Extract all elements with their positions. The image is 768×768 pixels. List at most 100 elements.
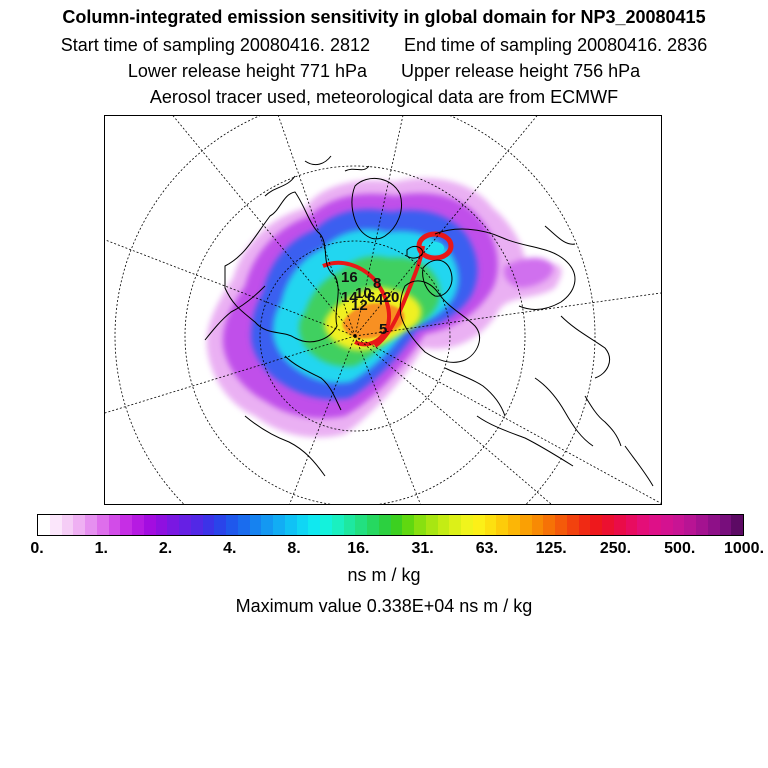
map-panel: 16 14 12 10 8 6 4 2 0 5 — [104, 115, 662, 505]
colorbar-segment — [637, 515, 649, 535]
plume-label: 14 — [341, 289, 358, 306]
sensitivity-map: 16 14 12 10 8 6 4 2 0 5 — [105, 116, 661, 504]
colorbar-segment — [214, 515, 226, 535]
colorbar-segment — [590, 515, 602, 535]
coast-siberia — [434, 228, 576, 310]
colorbar-segment — [414, 515, 426, 535]
coast-europe — [399, 280, 480, 363]
colorbar-segment — [85, 515, 97, 535]
colorbar-segment — [190, 515, 203, 535]
colorbar-tick-label: 63. — [475, 540, 499, 557]
meridian — [354, 116, 538, 337]
colorbar-segment — [425, 515, 438, 535]
plume-label: 10 — [355, 285, 372, 302]
colorbar-segment — [461, 515, 473, 535]
end-time-text: End time of sampling 20080416. 2836 — [403, 35, 708, 55]
colorbar-tick-label: 1. — [94, 540, 108, 557]
latitude-circle-outer — [114, 116, 596, 504]
colorbar-tick-label: 0. — [30, 540, 44, 557]
plume-labels: 16 14 12 10 8 6 4 2 0 5 — [341, 269, 399, 338]
colorbar-segment — [155, 515, 168, 535]
maximum-value-text: Maximum value 0.338E+04 ns m / kg — [235, 596, 533, 616]
colorbar-units: ns m / kg — [347, 565, 421, 585]
plume-label: 5 — [379, 321, 387, 338]
coast-africa-north — [476, 415, 574, 467]
plume-label: 0 — [391, 289, 399, 306]
colorbar-segment — [613, 515, 626, 535]
colorbar-tick-label: 2. — [158, 540, 173, 557]
coast-hudson — [284, 355, 342, 411]
colorbar-tick-label: 250. — [599, 540, 632, 557]
colorbar-tick-label: 125. — [535, 540, 567, 557]
colorbar-segment — [449, 515, 461, 535]
colorbar-segment — [273, 515, 285, 535]
colorbar-segment — [49, 515, 62, 535]
colorbar-segment — [284, 515, 297, 535]
colorbar-segment — [472, 515, 485, 535]
meridian — [354, 335, 421, 504]
coast-iceland — [406, 245, 424, 259]
plume-label: 8 — [373, 275, 381, 292]
plume-label: 4 — [375, 291, 384, 308]
colorbar-segment — [707, 515, 720, 535]
plume-label: 16 — [341, 269, 358, 286]
colorbar-segment — [731, 515, 743, 535]
field-red-streak — [322, 260, 392, 347]
colorbar-tick-label: 31. — [411, 540, 434, 557]
colorbar-segment — [390, 515, 403, 535]
colorbar-segment — [73, 515, 85, 535]
colorbar-segment — [555, 515, 567, 535]
colorbar-segment — [179, 515, 191, 535]
meridian — [105, 335, 356, 414]
coast-japan — [584, 395, 622, 447]
colorbar-segment — [672, 515, 685, 535]
meridian — [289, 335, 356, 504]
map-title: Column-integrated emission sensitivity i… — [62, 7, 706, 27]
colorbar-segment — [108, 515, 121, 535]
colorbar-segment — [578, 515, 591, 535]
colorbar-segment — [202, 515, 215, 535]
coast-pacific-nw — [244, 415, 326, 477]
meridian — [278, 116, 356, 337]
colorbar-segment — [343, 515, 356, 535]
coast-scandinavia — [422, 259, 453, 297]
colorbar-segment — [331, 515, 344, 535]
colorbar-segment — [531, 515, 544, 535]
coast-middle-east — [534, 377, 594, 447]
plume-label: 6 — [367, 289, 375, 306]
colorbar-tick-label: 16. — [347, 540, 370, 557]
graticule — [105, 116, 661, 504]
meridian — [172, 116, 356, 337]
start-time-text: Start time of sampling 20080416. 2812 — [60, 35, 370, 55]
colorbar-segment — [38, 515, 50, 535]
colorbar-segment — [519, 515, 532, 535]
colorbar-segment — [308, 515, 320, 535]
coast-arabia — [624, 445, 654, 487]
sensitivity-field — [206, 178, 562, 438]
colorbar-segment — [367, 515, 379, 535]
colorbar-segment — [543, 515, 555, 535]
coast-asia-east — [544, 225, 610, 379]
field-red-arc — [373, 245, 425, 348]
colorbar-segment — [96, 515, 109, 535]
colorbar-segment — [696, 515, 708, 535]
colorbar-segment — [249, 515, 262, 535]
colorbar-segment — [719, 515, 732, 535]
colorbar-segment — [484, 515, 497, 535]
meridian — [105, 239, 356, 337]
colorbar-segment — [120, 515, 132, 535]
colorbar-segment — [508, 515, 520, 535]
release-height-line: Lower release height 771 hPa Upper releas… — [0, 60, 768, 82]
colorbar-segment — [167, 515, 179, 535]
colorbar-segment — [261, 515, 273, 535]
colorbar-tick-label: 8. — [287, 540, 301, 557]
colorbar-tick-label: 1000. — [723, 540, 765, 557]
colorbar-segment — [566, 515, 579, 535]
colorbar-segment — [320, 515, 332, 535]
coast-mediterranean — [444, 367, 506, 417]
colorbar — [37, 514, 744, 536]
colorbar-segment — [355, 515, 367, 535]
tracer-info-text: Aerosol tracer used, meteorological data… — [149, 87, 619, 107]
colorbar-tick-label: 4. — [223, 540, 237, 557]
colorbar-segment — [226, 515, 238, 535]
